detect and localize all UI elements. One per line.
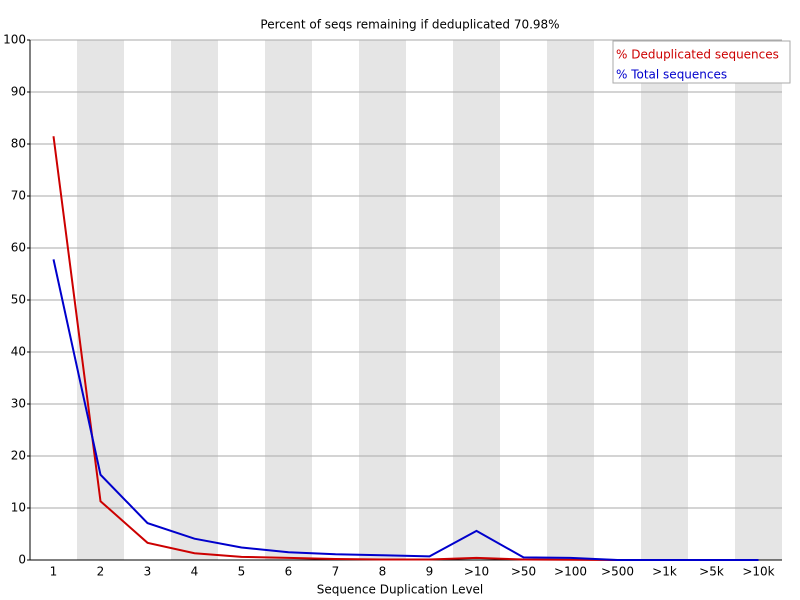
x-tick-label: 5 bbox=[238, 565, 246, 579]
chart-title: Percent of seqs remaining if deduplicate… bbox=[260, 18, 559, 32]
x-tick-label: >50 bbox=[511, 565, 536, 579]
x-axis-label: Sequence Duplication Level bbox=[317, 583, 484, 597]
y-tick-label: 90 bbox=[11, 85, 26, 99]
x-tick-label: 9 bbox=[426, 565, 434, 579]
y-tick-label: 100 bbox=[3, 33, 26, 47]
series-line bbox=[52, 259, 759, 561]
legend-entry: % Total sequences bbox=[616, 68, 727, 82]
x-tick-label: >100 bbox=[554, 565, 587, 579]
y-tick-label: 40 bbox=[11, 345, 26, 359]
x-tick-label: 2 bbox=[97, 565, 105, 579]
x-tick-label: 1 bbox=[50, 565, 58, 579]
y-tick-label: 50 bbox=[11, 293, 26, 307]
x-tick-label: >10 bbox=[464, 565, 489, 579]
y-tick-label: 30 bbox=[11, 397, 26, 411]
y-tick-label: 60 bbox=[11, 241, 26, 255]
x-tick-label: 8 bbox=[379, 565, 387, 579]
x-tick-label: >500 bbox=[601, 565, 634, 579]
y-tick-label: 70 bbox=[11, 189, 26, 203]
x-tick-label: >5k bbox=[699, 565, 724, 579]
x-tick-label: 7 bbox=[332, 565, 340, 579]
legend-entry: % Deduplicated sequences bbox=[616, 48, 779, 62]
legend-box bbox=[612, 40, 791, 84]
y-tick-label: 10 bbox=[11, 501, 26, 515]
x-tick-label: >10k bbox=[742, 565, 774, 579]
y-tick-label: 80 bbox=[11, 137, 26, 151]
x-tick-label: >1k bbox=[652, 565, 677, 579]
x-tick-label: 4 bbox=[191, 565, 199, 579]
x-tick-label: 3 bbox=[144, 565, 152, 579]
y-tick-label: 20 bbox=[11, 449, 26, 463]
x-tick-label: 6 bbox=[285, 565, 293, 579]
y-tick-label: 0 bbox=[18, 553, 26, 567]
